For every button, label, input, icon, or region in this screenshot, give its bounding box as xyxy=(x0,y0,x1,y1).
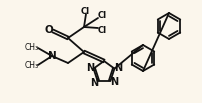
Text: Cl: Cl xyxy=(97,11,107,19)
Text: Cl: Cl xyxy=(97,26,107,35)
Text: N: N xyxy=(86,63,95,73)
Text: CH₃: CH₃ xyxy=(25,43,39,52)
Text: N: N xyxy=(110,77,118,87)
Text: N: N xyxy=(48,50,56,60)
Text: CH₃: CH₃ xyxy=(25,61,39,70)
Text: N: N xyxy=(114,63,122,73)
Text: Cl: Cl xyxy=(80,6,89,15)
Text: O: O xyxy=(45,25,53,35)
Text: N: N xyxy=(90,78,99,88)
